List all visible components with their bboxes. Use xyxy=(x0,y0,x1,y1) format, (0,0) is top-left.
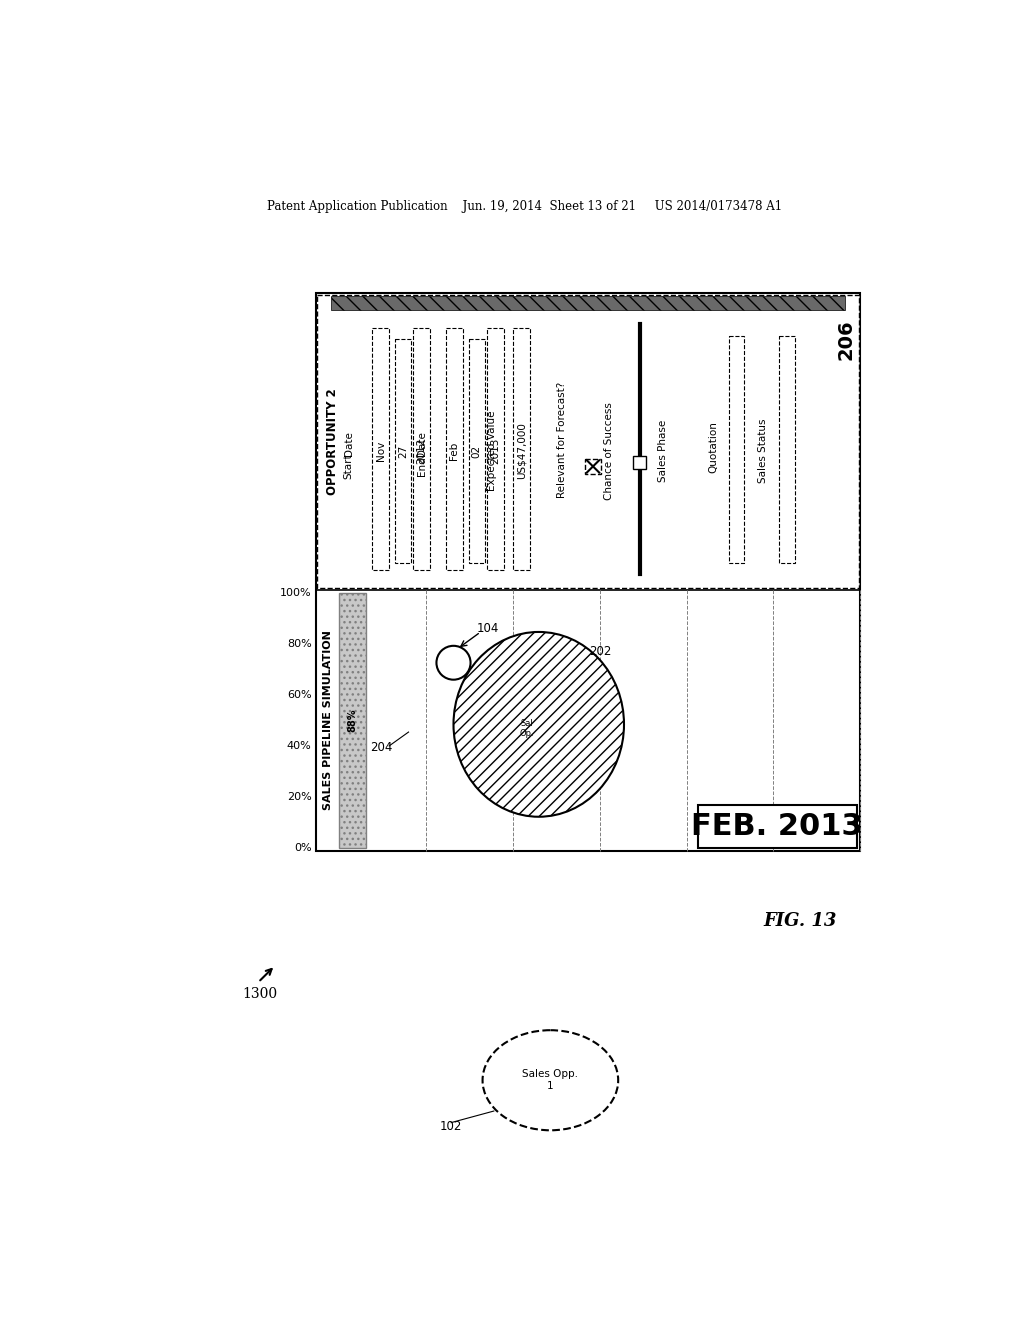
Text: 206: 206 xyxy=(837,319,856,359)
Text: Chance of Success: Chance of Success xyxy=(603,403,613,500)
Text: 60%: 60% xyxy=(287,690,311,700)
Text: Feb: Feb xyxy=(450,442,460,461)
Text: 102: 102 xyxy=(439,1119,462,1133)
Text: 100%: 100% xyxy=(280,589,311,598)
Text: Sal
Op.: Sal Op. xyxy=(520,718,535,738)
Text: Sales Status: Sales Status xyxy=(759,418,768,483)
Bar xyxy=(331,296,845,310)
FancyBboxPatch shape xyxy=(372,327,389,570)
Text: 2013: 2013 xyxy=(490,438,501,465)
Text: Date: Date xyxy=(344,430,354,455)
FancyBboxPatch shape xyxy=(729,335,744,562)
Text: 2012: 2012 xyxy=(417,438,427,465)
Text: OPPORTUNITY 2: OPPORTUNITY 2 xyxy=(326,388,339,495)
Text: 88%: 88% xyxy=(347,709,357,733)
FancyBboxPatch shape xyxy=(317,294,859,589)
FancyBboxPatch shape xyxy=(633,457,646,469)
Text: Date: Date xyxy=(418,430,427,455)
Text: SALES PIPELINE SIMULATION: SALES PIPELINE SIMULATION xyxy=(323,631,333,810)
Text: 1300: 1300 xyxy=(243,987,278,1001)
Text: Start: Start xyxy=(344,454,354,479)
Text: Expected Value: Expected Value xyxy=(487,411,498,491)
FancyBboxPatch shape xyxy=(469,339,484,562)
Bar xyxy=(315,293,860,851)
Bar xyxy=(697,805,856,847)
Circle shape xyxy=(436,645,471,680)
Text: 27: 27 xyxy=(398,445,409,458)
Text: Sales Phase: Sales Phase xyxy=(657,420,668,482)
Text: Sales Opp.
1: Sales Opp. 1 xyxy=(522,1069,579,1092)
FancyBboxPatch shape xyxy=(486,327,504,570)
Text: Relevant for Forecast?: Relevant for Forecast? xyxy=(557,381,567,498)
FancyBboxPatch shape xyxy=(779,335,795,562)
Bar xyxy=(339,594,366,847)
FancyBboxPatch shape xyxy=(414,327,430,570)
Text: FEB. 2013: FEB. 2013 xyxy=(691,812,863,841)
Text: 204: 204 xyxy=(370,741,392,754)
Text: 202: 202 xyxy=(589,644,611,657)
Text: Nov: Nov xyxy=(376,441,386,461)
Text: 40%: 40% xyxy=(287,741,311,751)
Text: Quotation: Quotation xyxy=(709,421,718,473)
Text: 20%: 20% xyxy=(287,792,311,801)
Ellipse shape xyxy=(454,632,624,817)
Text: 80%: 80% xyxy=(287,639,311,649)
Text: 0%: 0% xyxy=(294,842,311,853)
Text: End: End xyxy=(418,457,427,477)
Ellipse shape xyxy=(482,1030,618,1130)
Text: FIG. 13: FIG. 13 xyxy=(764,912,837,929)
Text: US$47,000: US$47,000 xyxy=(517,422,526,479)
Text: Patent Application Publication    Jun. 19, 2014  Sheet 13 of 21     US 2014/0173: Patent Application Publication Jun. 19, … xyxy=(267,199,782,213)
FancyBboxPatch shape xyxy=(445,327,463,570)
Text: 02: 02 xyxy=(472,445,481,458)
FancyBboxPatch shape xyxy=(586,459,601,474)
FancyBboxPatch shape xyxy=(513,327,530,570)
FancyBboxPatch shape xyxy=(395,339,411,562)
Text: 104: 104 xyxy=(477,622,499,635)
